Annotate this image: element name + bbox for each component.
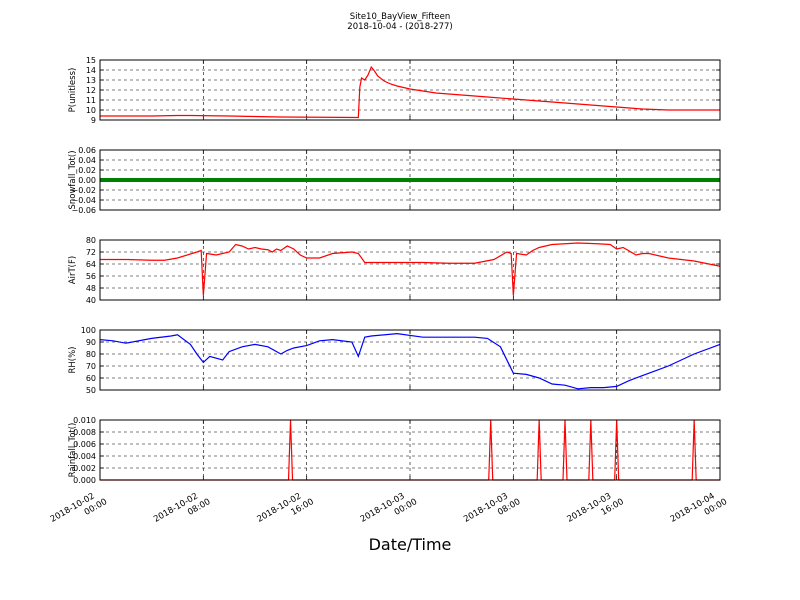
y-tick-label: 10 (86, 106, 96, 115)
panel-rainfall: 0.000 0.002 0.004 0.006 0.008 0.010Rainfall_T… (68, 416, 721, 485)
y-tick-label: −0.02 (71, 186, 96, 195)
y-tick-label: 50 (86, 386, 96, 395)
y-tick-label: 0.010 (73, 416, 96, 425)
y-tick-label: 60 (86, 374, 96, 383)
y-tick-label: 80 (86, 236, 96, 245)
data-series-line (100, 242, 721, 296)
plot-frame (99, 329, 721, 391)
y-tick-label: 9 (91, 116, 96, 125)
x-axis-label: Date/Time (369, 535, 452, 554)
plot-frame (99, 419, 721, 481)
y-tick-label: 0.002 (73, 464, 96, 473)
y-tick-label: 11 (86, 96, 96, 105)
x-tick-label: 2018-10-0200:00 (49, 487, 109, 534)
y-tick-label: 0.02 (78, 166, 96, 175)
x-tick-label: 2018-10-0400:00 (669, 487, 729, 534)
y-tick-label: 13 (86, 76, 96, 85)
y-tick-label: −0.04 (71, 196, 96, 205)
x-tick-label: 2018-10-0208:00 (152, 487, 212, 534)
y-axis-label: RH(%) (68, 346, 78, 373)
x-tick-label: 2018-10-0216:00 (255, 487, 315, 534)
y-tick-label: 12 (86, 86, 96, 95)
y-tick-label: 80 (86, 350, 96, 359)
data-series-line (99, 332, 721, 390)
plot-frame (99, 149, 721, 211)
y-tick-label: 40 (86, 296, 96, 305)
y-tick-label: 0.004 (73, 452, 96, 461)
figure-subtitle: 2018-10-04 - (2018-277) (347, 22, 452, 32)
plot-frame (99, 239, 721, 301)
y-tick-label: 64 (86, 260, 96, 269)
figure-title: Site10_BayView_Fifteen (350, 12, 451, 22)
x-tick-label: 2018-10-0300:00 (359, 487, 419, 534)
x-tick-labels: 2018-10-0200:00 2018-10-0208:00 2018-10-02… (49, 487, 729, 534)
panel-air-temperature: 40 48 56 64 72 80 AirT(F) (68, 236, 721, 305)
y-tick-label: 0.00 (78, 176, 96, 185)
x-tick-label: 2018-10-0308:00 (462, 487, 522, 534)
data-series-line (100, 65, 720, 119)
y-tick-label: 15 (86, 56, 96, 65)
y-tick-label: 70 (86, 362, 96, 371)
y-tick-label: −0.06 (71, 206, 96, 215)
y-tick-label: 90 (86, 338, 96, 347)
y-axis-label: Snowfall_Tot() (68, 150, 78, 209)
panel-snowfall: 0.060.040.020.00−0.02−0.04−0.06Snowfall_… (68, 146, 721, 215)
plot-frame (99, 59, 721, 121)
y-tick-label: 0.06 (78, 146, 96, 155)
y-tick-label: 0.000 (73, 476, 96, 485)
y-tick-label: 0.006 (73, 440, 96, 449)
y-tick-label: 14 (86, 66, 96, 75)
panel-relative-humidity: 50 60 70 80 90 100 RH(%) (68, 326, 721, 395)
y-tick-label: 0.04 (78, 156, 96, 165)
x-tick-label: 2018-10-0316:00 (565, 487, 625, 534)
y-tick-label: 56 (86, 272, 96, 281)
y-tick-label: 48 (86, 284, 96, 293)
y-tick-label: 72 (86, 248, 96, 257)
y-axis-label: Rainfall_Tot() (68, 423, 78, 478)
y-tick-label: 100 (81, 326, 96, 335)
y-tick-label: 0.008 (73, 428, 96, 437)
y-axis-label: P(unitless) (68, 68, 78, 113)
y-axis-label: AirT(F) (68, 256, 78, 284)
